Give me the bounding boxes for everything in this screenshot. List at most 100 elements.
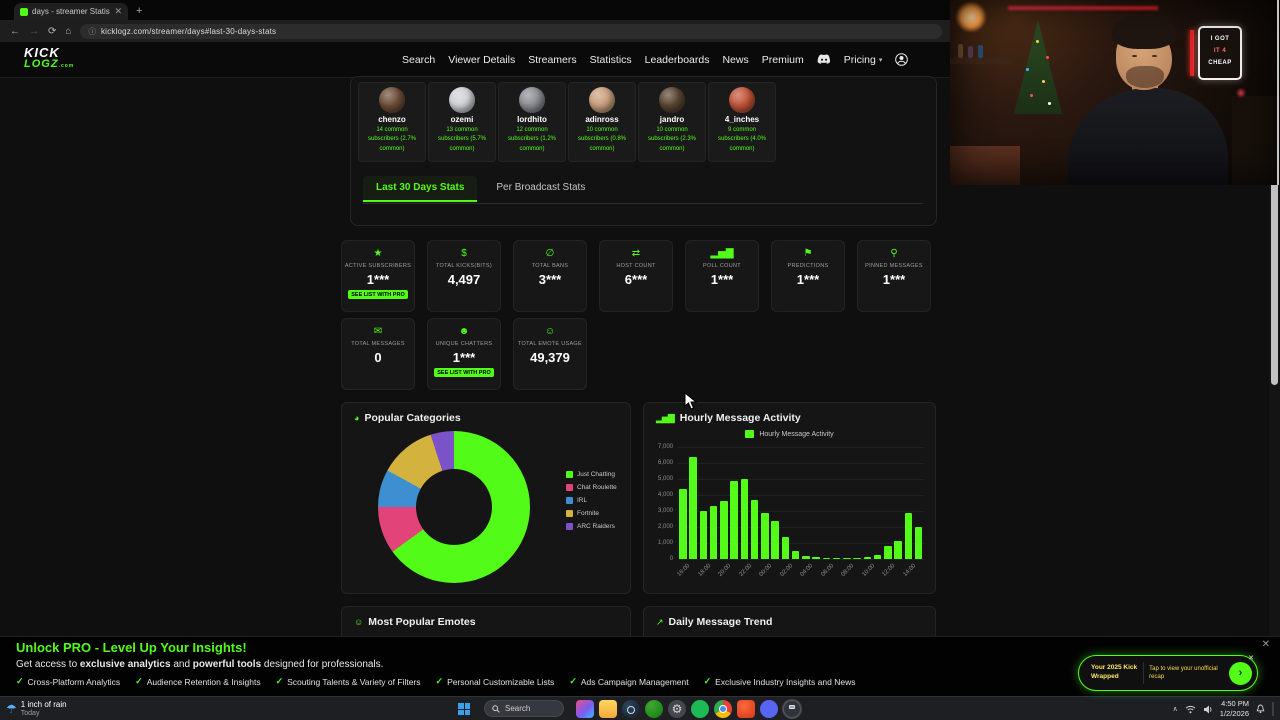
neon-sign-text: CHEAP (1208, 60, 1232, 66)
nav-item-streamers[interactable]: Streamers (528, 53, 577, 66)
steam-taskbar-icon[interactable] (622, 700, 640, 718)
streamer-common-subs: 10 common subscribers (2.3% common) (647, 127, 697, 152)
tab-close-icon[interactable]: ✕ (114, 6, 122, 16)
tab-last-30-days-stats[interactable]: Last 30 Days Stats (363, 176, 478, 202)
wifi-icon[interactable] (1185, 705, 1196, 714)
taskbar-apps: ⚙ (576, 700, 801, 718)
bar-chart-icon: ▂▅▇ (656, 412, 675, 423)
weather-subtext: Today (20, 709, 40, 717)
tab-per-broadcast-stats[interactable]: Per Broadcast Stats (496, 182, 586, 193)
nav-item-statistics[interactable]: Statistics (589, 53, 632, 66)
discord-taskbar-icon[interactable] (760, 700, 778, 718)
obs-taskbar-icon[interactable] (783, 700, 801, 718)
streamer-card-jandro[interactable]: jandro 10 common subscribers (2.3% common… (638, 82, 706, 162)
stat-value: 1*** (366, 272, 390, 287)
x-axis-tick-label: 10:00 (861, 563, 876, 578)
legend-item-irl: IRL (566, 497, 617, 504)
stats-grid-row2: ✉ TOTAL MESSAGES 0 ☻ UNIQUE CHATTERS 1*** SEE … (341, 318, 587, 390)
nav-item-pricing[interactable]: Pricing ▾ (843, 53, 883, 66)
stat-card-total-emote-usage: ☺ TOTAL EMOTE USAGE 49,379 (513, 318, 587, 390)
pro-subtitle-part: powerful tools (192, 659, 262, 670)
kick-wrapped-toast[interactable]: Your 2025 Kick Wrapped Tap to view your … (1078, 655, 1258, 691)
xbox-taskbar-icon[interactable] (645, 700, 663, 718)
new-tab-button[interactable]: + (136, 5, 143, 17)
scrollbar-thumb[interactable] (1271, 150, 1278, 385)
legend-swatch (566, 523, 573, 530)
neon-sign-text: IT 4 (1213, 48, 1227, 54)
taskbar-search[interactable]: Search (484, 700, 564, 717)
streamer-card-4-inches[interactable]: 4_inches 9 common subscribers (4.0% commo… (708, 82, 776, 162)
stat-card-unique-chatters: ☻ UNIQUE CHATTERS 1*** SEE LIST WITH PRO (427, 318, 501, 390)
main-navigation: Search Viewer Details Streamers Statistics L… (402, 42, 909, 77)
chrome-taskbar-icon[interactable] (714, 700, 732, 718)
show-desktop-button[interactable] (1272, 702, 1274, 716)
stat-value: 3*** (538, 272, 562, 287)
toast-close-icon[interactable]: ✕ (1248, 655, 1254, 662)
panel-header: ▂▅▇ Hourly Message Activity (656, 412, 801, 424)
address-bar[interactable]: ⓘ kicklogz.com/streamer/days#last-30-day… (80, 23, 943, 39)
clock-time: 4:50 PM (1221, 699, 1249, 709)
legend-label: Just Chatting (577, 471, 615, 478)
nav-item-viewer-details[interactable]: Viewer Details (448, 53, 516, 66)
stat-value: 1*** (796, 272, 820, 287)
popular-categories-panel: ◕ Popular Categories Just Chatting Chat R… (341, 402, 631, 594)
streamer-name: jandro (659, 115, 685, 124)
site-info-icon[interactable]: ⓘ (88, 26, 96, 36)
discord-icon[interactable] (817, 54, 831, 65)
banner-close-icon[interactable]: ✕ (1261, 639, 1270, 650)
nav-item-leaderboards[interactable]: Leaderboards (644, 53, 710, 66)
donut-hole (416, 469, 492, 545)
x-axis-tick-label: 04:00 (799, 563, 815, 578)
stat-label: ACTIVE SUBSCRIBERS (344, 263, 412, 269)
mouse-cursor (684, 391, 698, 415)
streamer-card-adinross[interactable]: adinross 10 common subscribers (0.8% comm… (568, 82, 636, 162)
settings-taskbar-icon[interactable]: ⚙ (668, 700, 686, 718)
forward-button[interactable]: → (29, 25, 39, 37)
start-button[interactable] (458, 703, 470, 715)
volume-icon[interactable] (1203, 705, 1213, 714)
browser-tab[interactable]: days - streamer Statistics ✕ (14, 3, 128, 20)
feature-label: Audience Retention & Insights (146, 676, 261, 687)
photos-taskbar-icon[interactable] (576, 700, 594, 718)
spotify-taskbar-icon[interactable] (691, 700, 709, 718)
toast-open-button[interactable]: › (1229, 661, 1252, 685)
notifications-bell-icon[interactable] (1256, 704, 1265, 714)
streamer-card-lordhito[interactable]: lordhito 12 common subscribers (1.2% comm… (498, 82, 566, 162)
checkmark-icon: ✓ (435, 676, 444, 686)
gridline (678, 463, 924, 464)
red-neon-bar (1190, 30, 1194, 76)
pro-banner-title: Unlock PRO - Level Up Your Insights! (16, 640, 247, 655)
rain-icon: ☂ (6, 701, 17, 716)
streamer-card-chenzo[interactable]: chenzo 14 common subscribers (2.7% common… (358, 82, 426, 162)
emote-icon: ☺ (354, 617, 363, 627)
brave-taskbar-icon[interactable] (737, 700, 755, 718)
bar-21:00 (730, 480, 738, 559)
file-explorer-taskbar-icon[interactable] (599, 700, 617, 718)
stat-card-total-kicks-bits: $ TOTAL KICKS(BITS) 4,497 (427, 240, 501, 312)
kicklogz-logo[interactable]: KICK LOGZ.com (24, 46, 74, 70)
legend-label: Fortnite (577, 510, 600, 517)
x-axis-tick-label: 14:00 (902, 563, 917, 578)
weather-text: 1 inch of rain (20, 700, 67, 709)
toast-title: Your 2025 Kick Wrapped (1079, 664, 1143, 682)
refresh-button[interactable]: ⟳ (48, 25, 57, 37)
nav-item-premium[interactable]: Premium (761, 53, 804, 66)
weather-widget[interactable]: ☂ 1 inch of rain Today (6, 700, 67, 718)
checkmark-icon: ✓ (569, 676, 577, 686)
ban-icon: ∅ (545, 248, 555, 259)
stat-card-pinned-messages: ⚲ PINNED MESSAGES 1*** (857, 240, 931, 312)
user-profile-icon[interactable] (895, 53, 909, 66)
y-axis-tick-label: 7,000 (657, 444, 673, 450)
panel-title: Most Popular Emotes (368, 616, 476, 628)
nav-item-search[interactable]: Search (402, 53, 436, 66)
streamer-card-ozemi[interactable]: ozemi 13 common subscribers (5.7% common) (428, 82, 496, 162)
home-button[interactable]: ⌂ (65, 25, 72, 37)
see-list-with-pro-badge[interactable]: SEE LIST WITH PRO (434, 368, 494, 377)
hidden-icons-chevron[interactable]: ∧ (1172, 706, 1178, 713)
gridline (678, 479, 924, 480)
hourly-bar-chart: 0 1,000 2,000 3,000 4,000 5,000 6,000 7,000 16:0… (658, 444, 924, 578)
nav-item-news[interactable]: News (722, 53, 749, 66)
see-list-with-pro-badge[interactable]: SEE LIST WITH PRO (348, 290, 408, 299)
taskbar-clock[interactable]: 4:50 PM 1/2/2026 (1220, 699, 1249, 719)
back-button[interactable]: ← (10, 25, 20, 37)
